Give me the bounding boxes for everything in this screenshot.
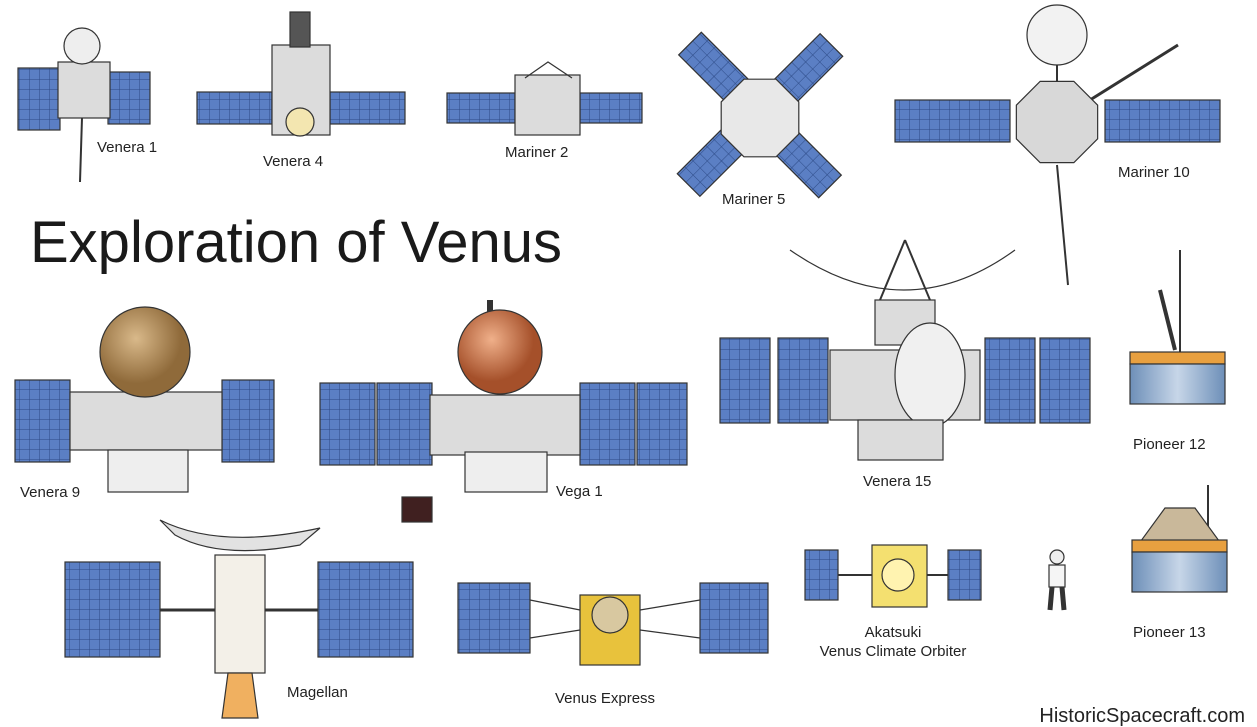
body bbox=[289, 11, 311, 48]
body bbox=[857, 419, 944, 461]
solar-panel bbox=[196, 91, 273, 125]
body bbox=[1131, 539, 1228, 553]
sphere bbox=[99, 306, 191, 398]
solar-panel bbox=[579, 92, 643, 124]
solar-panel bbox=[14, 379, 71, 463]
body bbox=[214, 554, 266, 674]
solar-panel bbox=[984, 337, 1036, 424]
sphere bbox=[591, 596, 629, 634]
solar-panel bbox=[329, 91, 406, 125]
body bbox=[1129, 363, 1226, 405]
solar-panel bbox=[699, 582, 769, 654]
nozzle bbox=[221, 672, 259, 719]
sphere bbox=[1026, 4, 1088, 66]
octagon-body bbox=[720, 78, 800, 158]
solar-panel bbox=[317, 561, 414, 658]
spacecraft-label: Venera 1 bbox=[97, 139, 157, 156]
body bbox=[401, 496, 433, 523]
spacecraft-label: Magellan bbox=[287, 684, 348, 701]
solar-panel bbox=[221, 379, 275, 463]
solar-panel bbox=[719, 337, 771, 424]
sphere bbox=[1049, 549, 1065, 565]
spacecraft-label: Vega 1 bbox=[556, 483, 603, 500]
solar-panel bbox=[947, 549, 982, 601]
dish bbox=[159, 519, 321, 552]
dish bbox=[894, 322, 966, 428]
solar-panel bbox=[894, 99, 1011, 143]
body bbox=[69, 391, 223, 451]
sphere bbox=[285, 107, 315, 137]
strut bbox=[879, 239, 906, 301]
credit: HistoricSpacecraft.com bbox=[1039, 705, 1245, 727]
solar-panel bbox=[1039, 337, 1091, 424]
body bbox=[429, 394, 581, 456]
solar-panel bbox=[804, 549, 839, 601]
solar-panel bbox=[579, 382, 636, 466]
solar-panel bbox=[107, 71, 151, 125]
body bbox=[1129, 351, 1226, 365]
strut bbox=[1056, 164, 1069, 286]
body bbox=[464, 451, 548, 493]
solar-panel bbox=[376, 382, 433, 466]
shape bbox=[529, 599, 701, 639]
body bbox=[107, 449, 189, 493]
solar-panel bbox=[446, 92, 516, 124]
spacecraft-label: Akatsuki bbox=[865, 624, 922, 641]
strut bbox=[1158, 289, 1177, 351]
spacecraft-label: Venera 15 bbox=[863, 473, 931, 490]
spacecraft-label: Venera 9 bbox=[20, 484, 80, 501]
spacecraft-label: Venus Express bbox=[555, 690, 655, 707]
solar-panel bbox=[636, 382, 688, 466]
solar-panel bbox=[319, 382, 376, 466]
solar-panel bbox=[457, 582, 531, 654]
spacecraft-subtitle: Venus Climate Orbiter bbox=[820, 643, 967, 660]
spacecraft-label: Mariner 5 bbox=[722, 191, 785, 208]
shape bbox=[524, 61, 573, 79]
strut bbox=[79, 117, 83, 183]
strut bbox=[904, 239, 931, 301]
solar-panel bbox=[17, 67, 61, 131]
octagon-body bbox=[1015, 80, 1099, 164]
strut bbox=[1089, 43, 1179, 102]
body bbox=[514, 74, 581, 136]
solar-panel bbox=[777, 337, 829, 424]
solar-panel bbox=[1104, 99, 1221, 143]
title: Exploration of Venus bbox=[30, 210, 562, 275]
sphere bbox=[63, 27, 101, 65]
antenna-arc bbox=[789, 249, 1016, 291]
solar-panel bbox=[64, 561, 161, 658]
sphere bbox=[881, 558, 915, 592]
spacecraft-label: Venera 4 bbox=[263, 153, 323, 170]
body bbox=[57, 61, 111, 119]
strut bbox=[1047, 586, 1055, 611]
spacecraft-label: Pioneer 13 bbox=[1133, 624, 1206, 641]
spacecraft-label: Pioneer 12 bbox=[1133, 436, 1206, 453]
sphere bbox=[457, 309, 543, 395]
body bbox=[1048, 564, 1066, 588]
spacecraft-label: Mariner 2 bbox=[505, 144, 568, 161]
spacecraft-label: Mariner 10 bbox=[1118, 164, 1190, 181]
body bbox=[1131, 551, 1228, 593]
strut bbox=[1059, 586, 1067, 611]
